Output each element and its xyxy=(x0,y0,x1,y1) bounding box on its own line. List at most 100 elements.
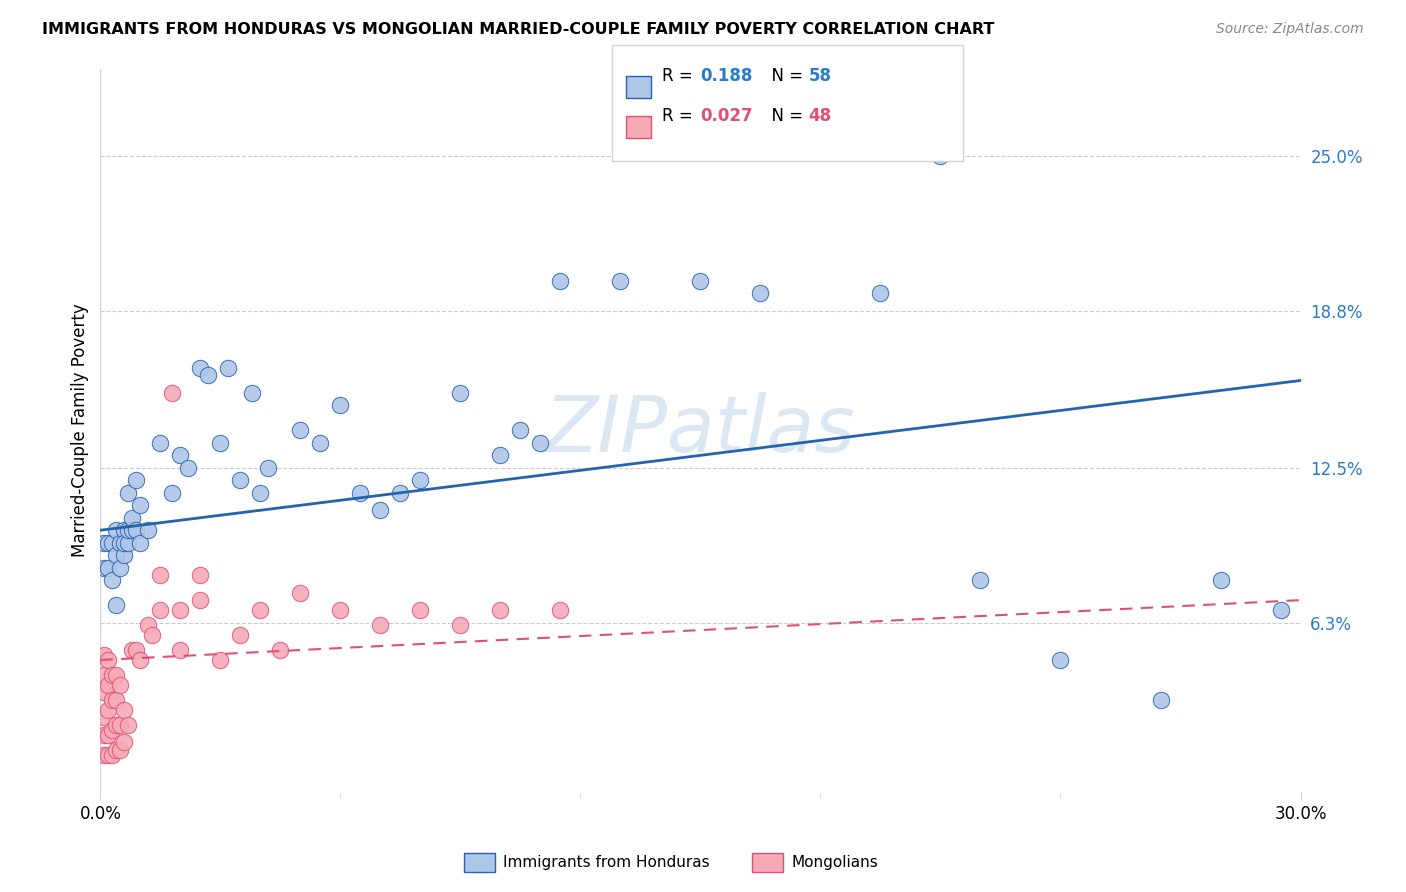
Point xyxy=(105,743,128,757)
Point xyxy=(101,723,124,737)
Point xyxy=(110,678,132,692)
Point xyxy=(489,603,512,617)
Point xyxy=(149,568,172,582)
Point xyxy=(105,548,128,562)
Text: 48: 48 xyxy=(808,107,831,125)
Text: Immigrants from Honduras: Immigrants from Honduras xyxy=(503,855,710,870)
Point xyxy=(105,523,128,537)
Point xyxy=(929,149,952,163)
Point xyxy=(93,685,115,699)
Text: 0.027: 0.027 xyxy=(700,107,752,125)
Point xyxy=(190,361,212,376)
Point xyxy=(101,693,124,707)
Point xyxy=(129,653,152,667)
Point xyxy=(97,703,120,717)
Point xyxy=(125,643,148,657)
Point xyxy=(869,286,891,301)
Point xyxy=(138,523,160,537)
Point xyxy=(190,593,212,607)
Point xyxy=(97,728,120,742)
Point xyxy=(169,603,191,617)
Point xyxy=(117,523,139,537)
Point xyxy=(309,436,332,450)
Point xyxy=(217,361,239,376)
Point xyxy=(121,643,143,657)
Point xyxy=(749,286,772,301)
Text: IMMIGRANTS FROM HONDURAS VS MONGOLIAN MARRIED-COUPLE FAMILY POVERTY CORRELATION : IMMIGRANTS FROM HONDURAS VS MONGOLIAN MA… xyxy=(42,22,994,37)
Point xyxy=(121,523,143,537)
Point xyxy=(197,368,219,383)
Point xyxy=(110,560,132,574)
Point xyxy=(93,728,115,742)
Point xyxy=(129,498,152,512)
Point xyxy=(110,743,132,757)
Point xyxy=(177,460,200,475)
Point xyxy=(257,460,280,475)
Point xyxy=(101,535,124,549)
Point xyxy=(169,643,191,657)
Point xyxy=(117,718,139,732)
Point xyxy=(550,603,572,617)
Point xyxy=(101,573,124,587)
Point xyxy=(93,648,115,662)
Point xyxy=(370,618,392,632)
Point xyxy=(93,535,115,549)
Point xyxy=(249,603,271,617)
Point xyxy=(529,436,551,450)
Point xyxy=(509,424,531,438)
Point xyxy=(138,618,160,632)
Point xyxy=(370,503,392,517)
Point xyxy=(449,386,471,401)
Point xyxy=(93,747,115,762)
Point xyxy=(105,668,128,682)
Point xyxy=(105,598,128,612)
Text: 0.188: 0.188 xyxy=(700,67,752,85)
Point xyxy=(112,735,135,749)
Point xyxy=(110,535,132,549)
Point xyxy=(209,436,232,450)
Point xyxy=(117,535,139,549)
Point xyxy=(290,585,312,599)
Point xyxy=(97,653,120,667)
Point xyxy=(101,747,124,762)
Point xyxy=(1149,693,1171,707)
Text: Source: ZipAtlas.com: Source: ZipAtlas.com xyxy=(1216,22,1364,37)
Point xyxy=(209,653,232,667)
Point xyxy=(329,603,352,617)
Point xyxy=(105,718,128,732)
Point xyxy=(609,274,631,288)
Point xyxy=(97,747,120,762)
Text: R =: R = xyxy=(662,67,699,85)
Point xyxy=(1209,573,1232,587)
Point xyxy=(112,548,135,562)
Point xyxy=(409,603,432,617)
Text: N =: N = xyxy=(761,107,808,125)
Text: Mongolians: Mongolians xyxy=(792,855,879,870)
Point xyxy=(489,448,512,462)
Y-axis label: Married-Couple Family Poverty: Married-Couple Family Poverty xyxy=(72,303,89,558)
Point xyxy=(409,473,432,487)
Point xyxy=(112,703,135,717)
Point xyxy=(93,710,115,724)
Point xyxy=(449,618,471,632)
Point xyxy=(110,718,132,732)
Point xyxy=(149,603,172,617)
Text: N =: N = xyxy=(761,67,808,85)
Point xyxy=(125,473,148,487)
Text: 58: 58 xyxy=(808,67,831,85)
Point xyxy=(689,274,711,288)
Point xyxy=(125,523,148,537)
Text: ZIPatlas: ZIPatlas xyxy=(546,392,856,468)
Point xyxy=(550,274,572,288)
Point xyxy=(149,436,172,450)
Point xyxy=(112,535,135,549)
Point xyxy=(1049,653,1071,667)
Point xyxy=(249,485,271,500)
Point xyxy=(329,399,352,413)
Point xyxy=(162,386,184,401)
Point xyxy=(269,643,291,657)
Point xyxy=(1270,603,1292,617)
Point xyxy=(129,535,152,549)
Point xyxy=(97,535,120,549)
Point xyxy=(117,485,139,500)
